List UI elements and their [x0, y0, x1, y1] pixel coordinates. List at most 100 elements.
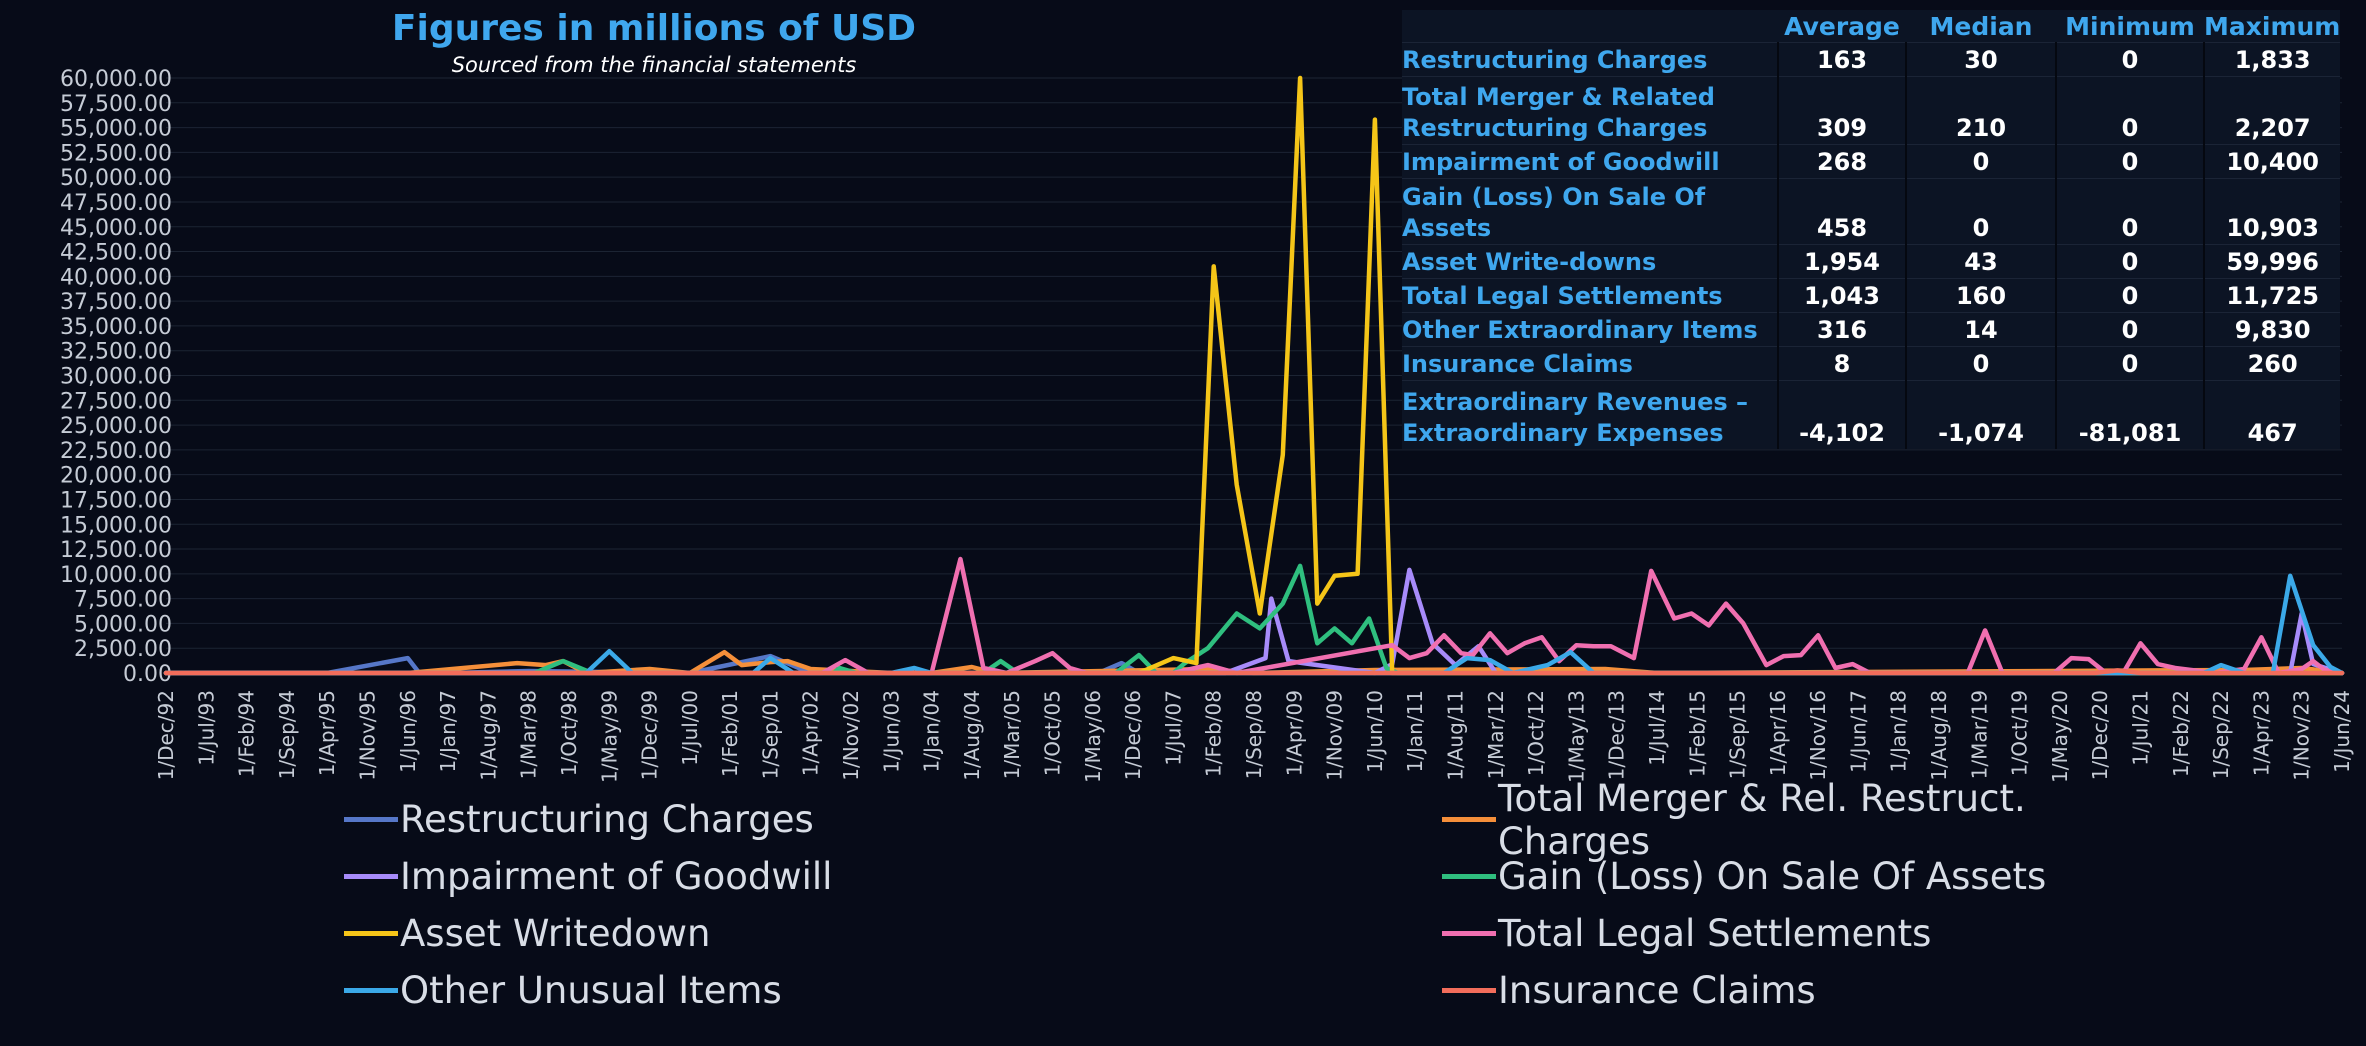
y-tick-label: 57,500.00 — [60, 92, 172, 117]
y-tick-label: 12,500.00 — [60, 538, 172, 563]
y-tick-label: 37,500.00 — [60, 290, 172, 315]
x-tick-label: 1/Jul/93 — [194, 690, 218, 766]
stats-row-label: Total Legal Settlements — [1402, 278, 1778, 313]
legend-swatch — [1442, 874, 1496, 879]
x-tick-label: 1/Nov/16 — [1806, 690, 1830, 781]
y-tick-label: 7,500.00 — [74, 588, 172, 613]
y-tick-label: 35,000.00 — [60, 315, 172, 340]
legend-swatch — [1442, 817, 1496, 822]
x-tick-label: 1/Mar/19 — [1967, 690, 1991, 779]
y-tick-label: 47,500.00 — [60, 191, 172, 216]
series-line-insurance-claims — [163, 668, 2345, 676]
y-tick-label: 40,000.00 — [60, 265, 172, 290]
stats-row: Total Legal Settlements 1,043 160 0 11,7… — [1402, 278, 2341, 313]
series-line-asset-writedown — [163, 75, 2345, 676]
x-tick-label: 1/Feb/22 — [2169, 690, 2193, 777]
legend-label: Total Legal Settlements — [1498, 912, 1932, 955]
stats-row-label: Impairment of Goodwill — [1402, 144, 1778, 179]
stats-cell: 316 — [1777, 312, 1906, 347]
stats-cell: 0 — [2055, 76, 2204, 145]
y-tick-label: 25,000.00 — [60, 414, 172, 439]
stats-cell: -1,074 — [1905, 380, 2056, 449]
stats-cell: 0 — [1905, 346, 2056, 381]
stats-cell: 10,903 — [2202, 178, 2341, 245]
stats-row-label: Restructuring Charges — [1402, 42, 1778, 77]
legend-item: Total Merger & Rel. Restruct. Charges — [1442, 777, 2184, 863]
stats-cell: 59,996 — [2202, 244, 2341, 279]
stats-row-label: Gain (Loss) On Sale Of Assets — [1402, 178, 1778, 245]
x-tick-label: 1/May/06 — [1081, 690, 1105, 783]
y-tick-label: 10,000.00 — [60, 563, 172, 588]
x-tick-label: 1/Jun/03 — [879, 690, 903, 773]
y-tick-label: 15,000.00 — [60, 513, 172, 538]
stats-cell: 1,954 — [1777, 244, 1906, 279]
y-tick-label: 42,500.00 — [60, 241, 172, 266]
stats-cell: 0 — [2055, 346, 2204, 381]
chart-title: Figures in millions of USD — [391, 8, 917, 49]
y-axis-ticks: 0.002,500.005,000.007,500.0010,000.0012,… — [60, 67, 172, 687]
y-tick-label: 55,000.00 — [60, 117, 172, 142]
stats-cell: 2,207 — [2202, 76, 2341, 145]
stats-row: Restructuring Charges 163 30 0 1,833 — [1402, 42, 2341, 77]
stats-cell: 0 — [1905, 178, 2056, 245]
y-tick-label: 2,500.00 — [74, 637, 172, 662]
y-tick-label: 20,000.00 — [60, 464, 172, 489]
stats-cell: 210 — [1905, 76, 2056, 145]
x-tick-label: 1/Nov/02 — [839, 690, 863, 781]
x-tick-label: 1/Feb/15 — [1685, 690, 1709, 777]
x-tick-label: 1/Apr/02 — [799, 690, 823, 776]
stats-row: Gain (Loss) On Sale Of Assets 458 0 0 10… — [1402, 178, 2341, 245]
x-tick-label: 1/May/13 — [1564, 690, 1588, 783]
stats-row-label: Asset Write-downs — [1402, 244, 1778, 279]
stats-header-empty — [1402, 10, 1778, 43]
legend-item: Insurance Claims — [1442, 965, 2184, 1016]
x-tick-label: 1/Jun/24 — [2330, 690, 2354, 773]
stats-cell: 11,725 — [2202, 278, 2341, 313]
legend-item: Total Legal Settlements — [1442, 908, 2184, 959]
stats-cell: 467 — [2202, 380, 2341, 449]
x-tick-label: 1/Nov/09 — [1323, 690, 1347, 781]
stats-cell: 0 — [2055, 244, 2204, 279]
x-tick-label: 1/Mar/12 — [1484, 690, 1508, 779]
stats-header-minimum: Minimum — [2065, 11, 2195, 41]
x-tick-label: 1/Dec/06 — [1121, 690, 1145, 780]
x-tick-label: 1/Jun/96 — [396, 690, 420, 773]
x-tick-label: 1/Aug/18 — [1927, 690, 1951, 781]
x-tick-label: 1/Jan/04 — [920, 690, 944, 772]
stats-row: Extraordinary Revenues – Extraordinary E… — [1402, 380, 2341, 449]
stats-cell: -4,102 — [1777, 380, 1906, 449]
stats-row: Insurance Claims 8 0 0 260 — [1402, 346, 2341, 381]
series-lines — [163, 75, 2345, 676]
legend-label: Gain (Loss) On Sale Of Assets — [1498, 855, 2047, 898]
stats-cell: 0 — [2055, 144, 2204, 179]
stats-row-label: Extraordinary Revenues – Extraordinary E… — [1402, 380, 1778, 449]
stats-row: Impairment of Goodwill 268 0 0 10,400 — [1402, 144, 2341, 179]
legend-item: Asset Writedown — [344, 908, 1442, 959]
legend-swatch — [344, 931, 398, 936]
stats-cell: 260 — [2202, 346, 2341, 381]
x-tick-label: 1/Feb/01 — [718, 690, 742, 777]
x-tick-label: 1/Jan/11 — [1403, 690, 1427, 772]
x-tick-label: 1/Feb/94 — [235, 690, 259, 777]
stats-cell: 8 — [1777, 346, 1906, 381]
x-tick-label: 1/Aug/97 — [476, 690, 500, 781]
x-tick-label: 1/Sep/08 — [1242, 690, 1266, 779]
stats-cell: 10,400 — [2202, 144, 2341, 179]
stats-cell: 0 — [2055, 278, 2204, 313]
stats-row: Total Merger & Related Restructuring Cha… — [1402, 76, 2341, 145]
stats-cell: 1,833 — [2202, 42, 2341, 77]
x-tick-label: 1/Mar/98 — [517, 690, 541, 779]
stats-header-average: Average — [1784, 11, 1900, 41]
chart-subtitle: Sourced from the financial statements — [451, 53, 857, 77]
stats-cell: -81,081 — [2055, 380, 2204, 449]
x-tick-label: 1/Jul/07 — [1161, 690, 1185, 766]
stats-cell: 458 — [1777, 178, 1906, 245]
legend-item: Impairment of Goodwill — [344, 851, 1442, 902]
stats-header-row: Average Median Minimum Maximum — [1402, 10, 2340, 43]
legend-swatch — [344, 988, 398, 993]
y-tick-label: 32,500.00 — [60, 340, 172, 365]
x-tick-label: 1/Apr/23 — [2249, 690, 2273, 776]
legend-label: Restructuring Charges — [400, 798, 814, 841]
stats-cell: 268 — [1777, 144, 1906, 179]
stats-cell: 0 — [2055, 312, 2204, 347]
